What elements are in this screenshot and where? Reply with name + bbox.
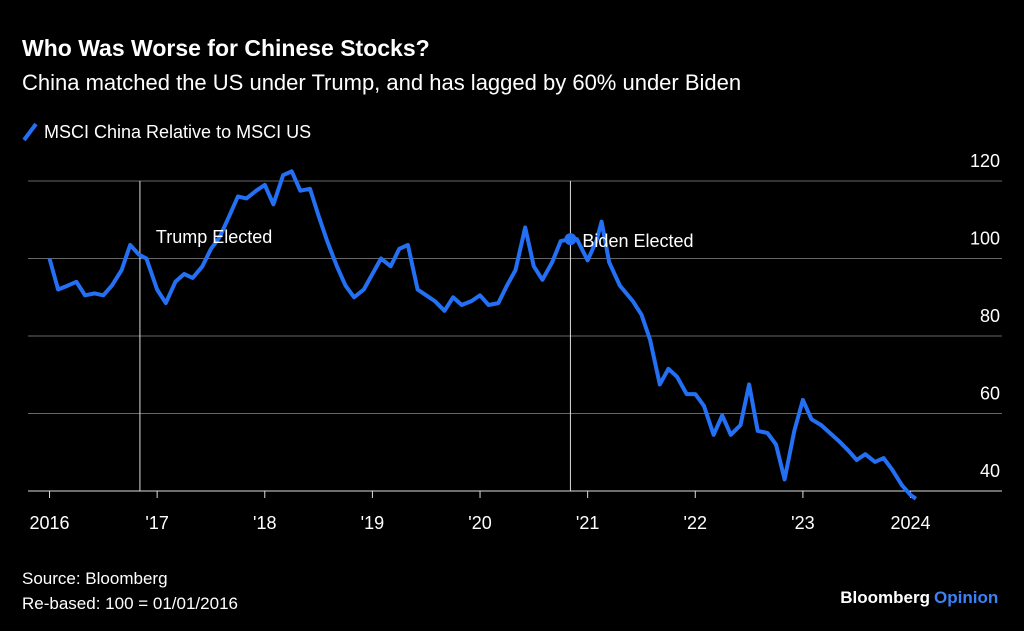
brand: Bloomberg: [840, 588, 930, 607]
legend-label: MSCI China Relative to MSCI US: [44, 122, 311, 142]
x-tick-label: '20: [468, 513, 491, 533]
x-tick-label: '21: [576, 513, 599, 533]
annotation: Trump Elected: [156, 227, 272, 247]
brand-suffix: Opinion: [934, 588, 998, 607]
y-tick-label: 100: [970, 229, 1000, 249]
x-tick-label: '17: [145, 513, 168, 533]
y-tick-label: 60: [980, 384, 1000, 404]
y-tick-label: 80: [980, 306, 1000, 326]
x-tick-label: '22: [684, 513, 707, 533]
note: Re-based: 100 = 01/01/2016: [22, 594, 238, 613]
chart-title: Who Was Worse for Chinese Stocks?: [22, 35, 430, 61]
annotation: Biden Elected: [582, 231, 693, 251]
x-tick-label: '23: [791, 513, 814, 533]
y-tick-label: 120: [970, 151, 1000, 171]
chart-subtitle: China matched the US under Trump, and ha…: [22, 70, 741, 95]
x-tick-label: '19: [361, 513, 384, 533]
x-tick-label: 2016: [30, 513, 70, 533]
event-dot: [564, 233, 577, 246]
x-tick-label: '18: [253, 513, 276, 533]
line: [47, 169, 918, 501]
y-tick-label: 40: [980, 461, 1000, 481]
source: Source: Bloomberg: [22, 569, 168, 588]
x-tick-label: 2024: [890, 513, 930, 533]
legend-swatch: [22, 122, 38, 142]
